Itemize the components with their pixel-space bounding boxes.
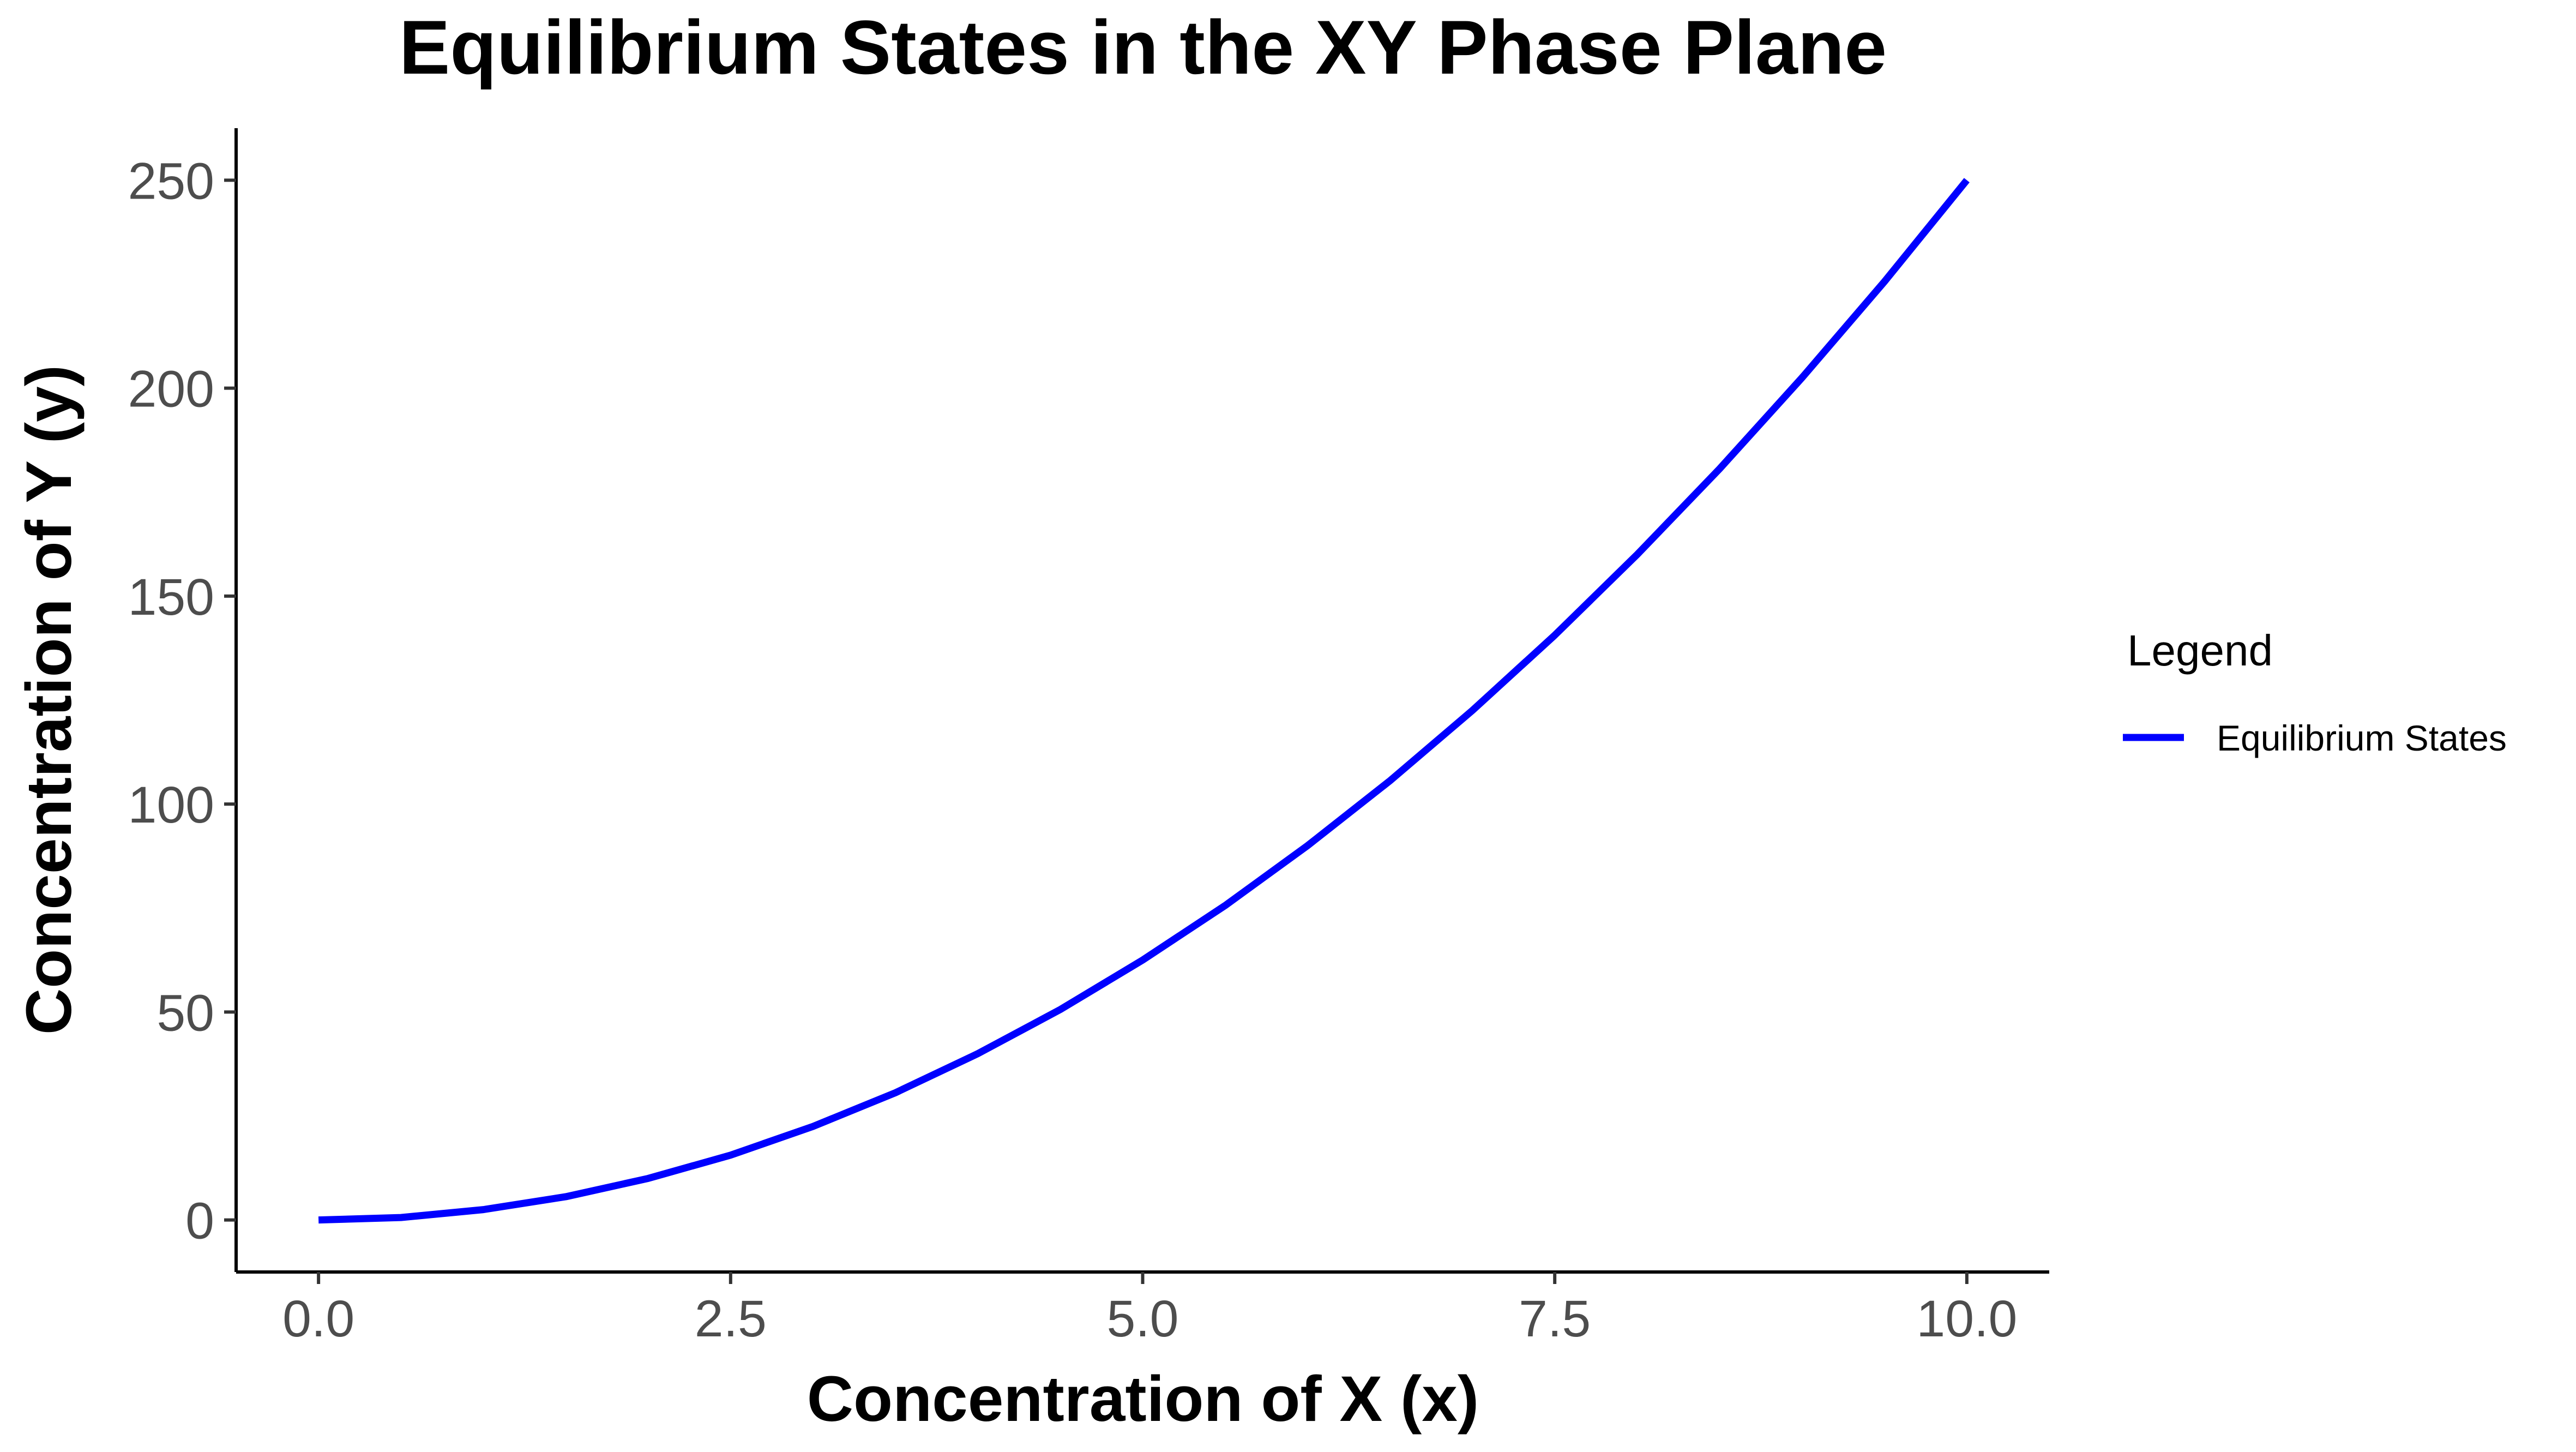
y-tick-label: 150	[128, 568, 214, 626]
x-tick-label: 0.0	[282, 1290, 354, 1348]
y-axis-title: Concentration of Y (y)	[13, 365, 85, 1035]
y-tick-label: 250	[128, 152, 214, 210]
y-tick-label: 100	[128, 776, 214, 834]
x-tick-label: 7.5	[1519, 1290, 1591, 1348]
chart-title: Equilibrium States in the XY Phase Plane	[399, 4, 1887, 90]
legend-items: Equilibrium States	[2123, 718, 2507, 758]
y-tick-label: 0	[185, 1192, 214, 1250]
y-tick-label: 50	[157, 984, 214, 1042]
y-axis-ticks: 0 50 100 150 200 250	[128, 152, 236, 1250]
legend-title: Legend	[2127, 626, 2273, 675]
legend-label: Equilibrium States	[2217, 718, 2507, 758]
series-line	[318, 178, 1970, 1224]
x-tick-label: 2.5	[695, 1290, 767, 1348]
y-tick-label: 200	[128, 361, 214, 418]
plot-area	[318, 178, 1970, 1224]
x-tick-label: 10.0	[1916, 1290, 2017, 1348]
x-tick-label: 5.0	[1106, 1290, 1178, 1348]
x-axis-ticks: 0.0 2.5 5.0 7.5 10.0	[282, 1272, 2017, 1348]
legend: Legend Equilibrium States	[2123, 626, 2507, 758]
x-axis-title: Concentration of X (x)	[807, 1363, 1479, 1435]
